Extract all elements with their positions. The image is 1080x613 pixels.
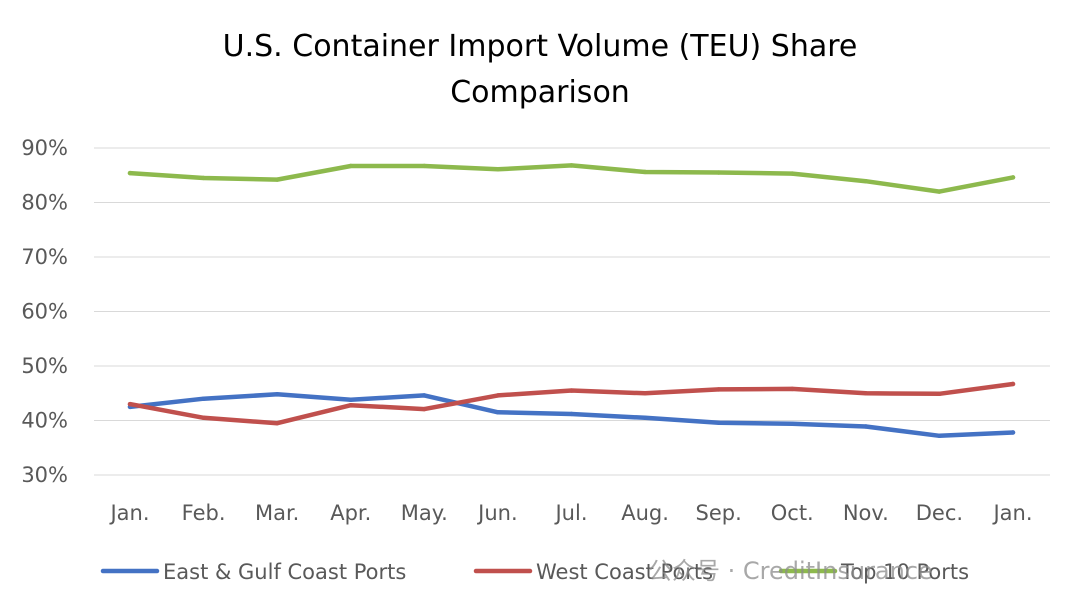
chart-title-line-2: Comparison — [450, 75, 630, 110]
data-point — [274, 177, 280, 182]
y-tick-label: 50% — [21, 354, 68, 378]
data-point — [790, 421, 795, 426]
data-point — [348, 403, 353, 408]
x-tick-label: Oct. — [771, 501, 814, 525]
data-point — [642, 391, 648, 396]
chart-title-line-1: U.S. Container Import Volume (TEU) Share — [223, 29, 858, 64]
x-axis-tick-labels: Jan. Feb. Mar. Apr. May. Jun. Jul. Aug. Sep. Oct.… — [108, 501, 1032, 525]
x-tick-label: Sep. — [696, 501, 742, 525]
series-lines — [127, 163, 1016, 439]
x-tick-label: Jun. — [476, 501, 518, 525]
data-point — [790, 386, 795, 392]
data-point — [274, 421, 280, 426]
data-point — [569, 411, 574, 417]
data-point — [1010, 430, 1016, 435]
data-point — [716, 387, 721, 392]
y-tick-label: 60% — [21, 300, 68, 324]
data-point — [422, 163, 427, 169]
data-point — [716, 170, 721, 175]
y-tick-label: 40% — [21, 409, 68, 433]
x-tick-label: Apr. — [330, 501, 371, 525]
data-point — [201, 415, 206, 420]
data-point — [348, 397, 353, 402]
data-point — [127, 401, 133, 407]
y-tick-label: 30% — [21, 463, 68, 487]
x-tick-label: Nov. — [843, 501, 889, 525]
data-point — [274, 392, 280, 397]
data-point — [495, 410, 501, 415]
data-point — [642, 415, 648, 420]
data-point — [201, 175, 206, 181]
data-point — [569, 163, 574, 168]
x-tick-label: Feb. — [182, 501, 226, 525]
data-point — [863, 179, 869, 184]
data-point — [495, 167, 501, 172]
data-point — [1010, 381, 1016, 387]
y-tick-label: 80% — [21, 191, 68, 215]
data-point — [1010, 175, 1016, 180]
chart-title: U.S. Container Import Volume (TEU) Share… — [223, 29, 858, 110]
data-point — [127, 170, 133, 176]
data-point — [569, 388, 574, 393]
data-point — [937, 391, 942, 396]
x-tick-label: Aug. — [621, 501, 669, 525]
data-point — [790, 171, 795, 176]
data-point — [348, 163, 353, 169]
y-tick-label: 90% — [21, 136, 68, 160]
x-tick-label: Jul. — [553, 501, 587, 525]
data-point — [863, 424, 869, 429]
data-point — [937, 433, 942, 438]
data-point — [937, 189, 942, 194]
watermark: 公众号 · CreditInsurance — [648, 557, 933, 585]
x-tick-label: Jan. — [108, 501, 149, 525]
watermark-text: 公众号 · CreditInsurance — [648, 557, 933, 585]
legend-label: Top 10 Ports — [840, 560, 969, 584]
data-point — [495, 393, 501, 398]
data-point — [422, 406, 427, 412]
data-point — [422, 393, 427, 398]
legend-label: East & Gulf Coast Ports — [163, 560, 406, 584]
data-point — [863, 391, 869, 396]
y-tick-label: 70% — [21, 245, 68, 269]
y-axis-tick-labels: 30% 40% 50% 60% 70% 80% 90% — [21, 136, 68, 487]
data-point — [201, 396, 206, 401]
x-tick-label: Dec. — [916, 501, 963, 525]
x-tick-label: Mar. — [255, 501, 299, 525]
x-tick-label: Jan. — [991, 501, 1032, 525]
legend-label: West Coast Ports — [536, 560, 713, 584]
data-point — [642, 169, 648, 175]
legend: East & Gulf Coast Ports West Coast Ports T… — [100, 560, 969, 584]
x-tick-label: May. — [401, 501, 448, 525]
data-point — [716, 420, 721, 425]
